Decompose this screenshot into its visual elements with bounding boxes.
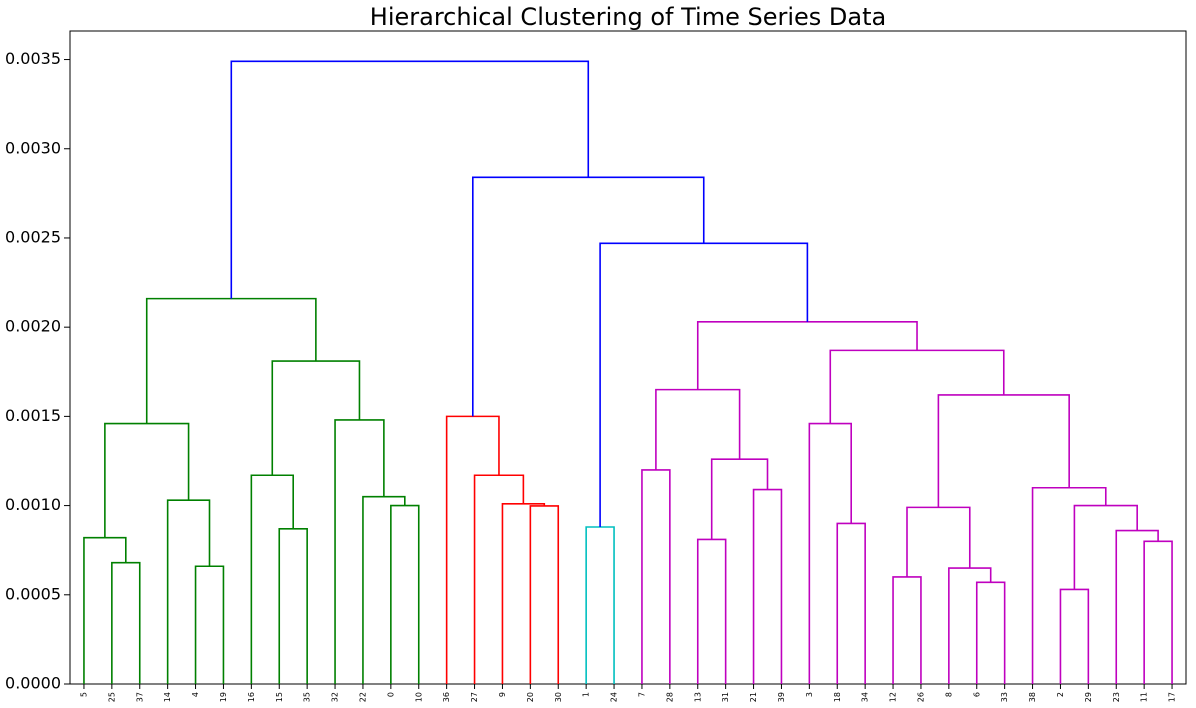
leaf-label: 7 [637,692,646,697]
link [472,176,705,417]
link [641,469,671,684]
leaf-label: 28 [665,692,674,702]
link [655,388,741,470]
leaf-label: 39 [777,692,786,702]
leaf-label: 17 [1168,692,1177,702]
link [892,576,922,684]
link [111,561,141,684]
leaf-label: 23 [1112,692,1121,702]
leaf-label: 35 [303,692,312,702]
leaf-label: 9 [498,692,507,697]
link [194,565,225,684]
link [710,458,769,540]
leaf-label: 26 [916,692,925,702]
leaf-label: 2 [1056,692,1065,697]
link [145,297,317,424]
y-tick-label: 0.0030 [5,138,61,157]
leaf-label: 21 [749,692,758,702]
leaf-label: 10 [414,692,423,702]
y-tick-label: 0.0005 [5,584,61,603]
leaf-label: 29 [1084,692,1093,702]
link [1059,588,1090,684]
link [1143,540,1173,684]
y-tick-label: 0.0020 [5,317,61,336]
link [390,504,420,684]
y-tick-label: 0.0025 [5,227,61,246]
leaf-label: 0 [386,692,395,697]
leaf-label: 31 [721,692,730,702]
leaf-label: 27 [470,692,479,702]
link [278,527,308,684]
link [696,538,727,684]
leaf-label: 13 [693,692,702,702]
leaf-label: 19 [219,692,228,702]
leaf-label: 8 [944,692,953,697]
leaf-label: 1 [582,692,591,697]
leaf-label: 16 [247,692,256,702]
leaf-label: 30 [554,692,563,702]
y-tick-label: 0.0015 [5,406,61,425]
link [104,422,190,538]
leaf-label: 18 [833,692,842,702]
leaf-label: 20 [526,692,535,702]
y-tick-label: 0.0035 [5,49,61,68]
leaf-label: 32 [331,692,340,702]
leaf-label: 33 [1000,692,1009,702]
link [529,505,560,684]
leaf-label: 38 [1028,692,1037,702]
leaf-label: 11 [1140,692,1149,702]
leaf-label: 24 [610,692,619,702]
leaf-label: 14 [163,692,172,702]
link [585,526,615,684]
link [906,506,971,577]
leaf-label: 6 [972,692,981,697]
leaf-label: 12 [889,692,898,702]
leaf-label: 5 [79,692,88,697]
link [230,60,590,299]
leaf-label: 3 [805,692,814,697]
leaf-label: 22 [358,692,367,702]
leaf-label: 36 [442,692,451,702]
leaf-label: 15 [275,692,284,702]
link [1073,504,1138,590]
leaf-label: 4 [191,692,200,697]
leaf-label: 25 [107,692,116,702]
y-tick-label: 0.0010 [5,495,61,514]
link [808,422,852,684]
link [362,495,406,684]
link [1115,529,1159,684]
link [696,321,918,390]
leaf-label: 34 [861,692,870,702]
chart-title: Hierarchical Clustering of Time Series D… [370,3,886,31]
plot-frame [69,30,1187,685]
y-tick-label: 0.0000 [5,674,61,693]
leaf-label: 37 [135,692,144,702]
link [501,503,546,684]
